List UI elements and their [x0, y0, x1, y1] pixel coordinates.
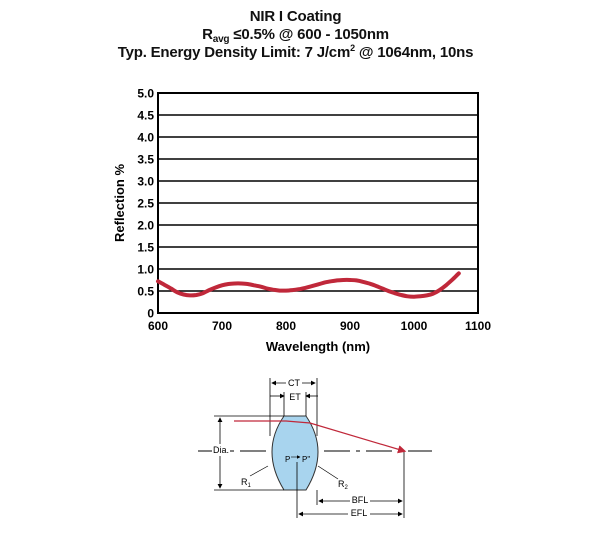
x-tick-label: 800 [276, 319, 296, 333]
x-tick-label: 1000 [401, 319, 428, 333]
y-tick-label: 3.5 [137, 153, 154, 167]
plot-frame [157, 92, 479, 314]
x-tick-labels: 600 700 800 900 1000 1100 [148, 319, 491, 333]
y-tick-label: 2.0 [137, 219, 154, 233]
reflection-chart: 0 0.5 1.0 1.5 2.0 2.5 3.0 3.5 4.0 4.5 5.0 600 700 80… [112, 87, 491, 355]
principal-point-p: P [285, 455, 290, 464]
r2-label: R2 [338, 479, 349, 491]
y-axis-label: Reflection % [112, 164, 127, 242]
r1-label: R1 [241, 477, 252, 489]
x-tick-label: 700 [212, 319, 232, 333]
principal-point-p-prime: P" [302, 455, 310, 464]
r2-leader [317, 465, 339, 480]
y-tick-labels: 0 0.5 1.0 1.5 2.0 2.5 3.0 3.5 4.0 4.5 5.0 [137, 87, 154, 321]
lens-diagram: CT ET Dia. P P" R1 R2 BFL EFL [198, 376, 432, 518]
grid-lines [158, 114, 478, 292]
x-tick-label: 600 [148, 319, 168, 333]
y-tick-label: 1.5 [137, 241, 154, 255]
chart-subtitle-reflectance: Ravg ≤0.5% @ 600 - 1050nm [202, 26, 389, 45]
y-tick-label: 4.5 [137, 109, 154, 123]
y-tick-label: 1.0 [137, 263, 154, 277]
x-axis-label: Wavelength (nm) [266, 339, 370, 354]
x-tick-label: 1100 [465, 319, 491, 333]
r1-leader [249, 465, 269, 477]
chart-title: NIR I Coating [249, 8, 342, 25]
y-tick-label: 0.5 [137, 285, 154, 299]
y-tick-label: 4.0 [137, 131, 154, 145]
light-ray [234, 420, 407, 454]
bfl-label: BFL [352, 495, 369, 505]
lens-body [271, 415, 319, 491]
chart-subtitle-energy-density: Typ. Energy Density Limit: 7 J/cm2 @ 106… [117, 43, 474, 62]
efl-label: EFL [351, 508, 368, 518]
y-tick-label: 5.0 [137, 87, 154, 101]
reflection-curve [156, 271, 461, 299]
chart-title-block: NIR I Coating Ravg ≤0.5% @ 600 - 1050nm … [0, 8, 591, 62]
x-tick-label: 900 [340, 319, 360, 333]
y-tick-label: 0 [147, 307, 154, 321]
et-label: ET [289, 392, 301, 402]
dia-label: Dia. [213, 445, 229, 455]
y-tick-label: 3.0 [137, 175, 154, 189]
y-tick-label: 2.5 [137, 197, 154, 211]
ct-label: CT [288, 378, 300, 388]
